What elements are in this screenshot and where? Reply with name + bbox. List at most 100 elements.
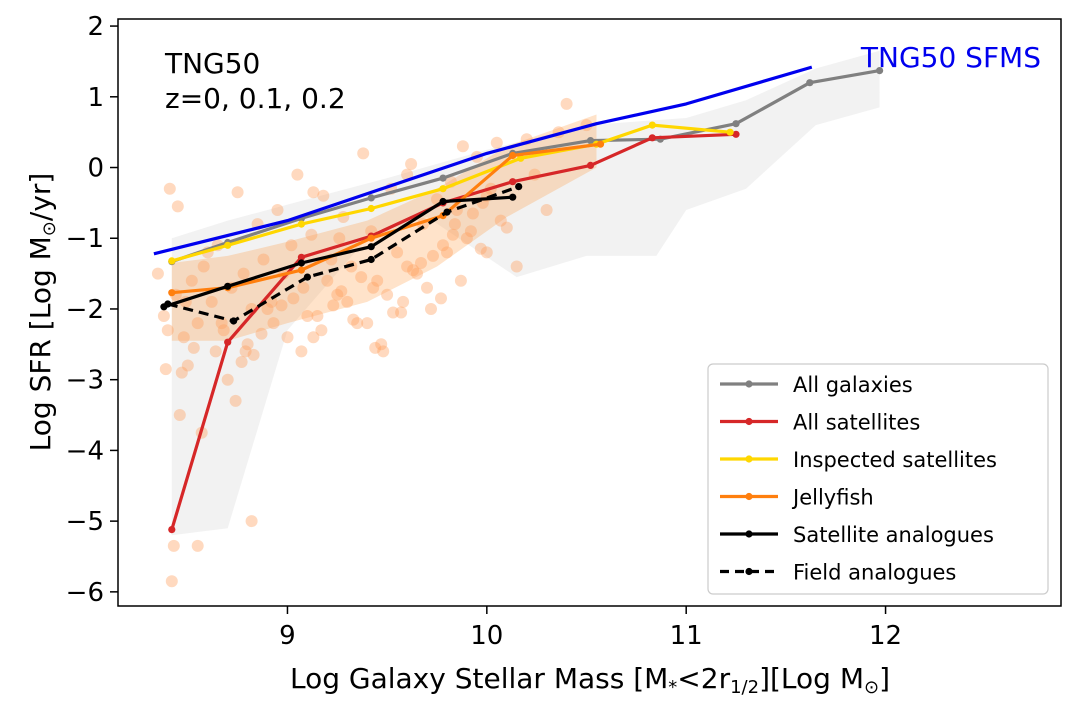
x-tick-label: 9: [279, 621, 296, 651]
jellyfish-point: [281, 331, 294, 344]
jellyfish-point: [287, 292, 300, 305]
all-galaxies-spread-band: [171, 50, 880, 536]
jellyfish-point: [333, 232, 346, 245]
jellyfish-point: [291, 168, 304, 181]
jellyfish-point: [369, 341, 382, 354]
y-tick-label: 0: [87, 154, 104, 184]
jellyfish-point: [177, 331, 190, 344]
jellyfish-point: [377, 345, 390, 358]
x-label-sub-star: *: [668, 677, 677, 698]
jellyfish-point: [355, 271, 368, 284]
legend-label: Satellite analogues: [793, 523, 994, 547]
jellyfish-point: [441, 246, 453, 259]
inspected-satellites-marker: [367, 204, 375, 213]
jellyfish-point: [191, 317, 204, 330]
jellyfish-point: [341, 295, 354, 308]
x-label-part-3: ][Log M: [759, 662, 864, 695]
field-analogues-marker: [303, 273, 311, 281]
x-label-part-1: Log Galaxy Stellar Mass [M: [290, 662, 668, 695]
jellyfish-point: [371, 274, 384, 287]
x-label-part-4: ]: [879, 662, 890, 695]
y-label-part-2: /yr]: [24, 173, 57, 221]
jellyfish-point: [217, 324, 230, 337]
jellyfish-point: [241, 338, 254, 351]
jellyfish-point: [437, 239, 449, 252]
x-label-sub-sun: ⊙: [864, 677, 879, 698]
y-tick-label: −6: [66, 578, 104, 608]
inspected-satellites-marker: [517, 154, 525, 162]
all-galaxies-marker: [806, 79, 814, 87]
legend-label: Jellyfish: [791, 486, 874, 510]
legend-label: All satellites: [793, 411, 920, 435]
jellyfish-marker: [509, 151, 517, 160]
jellyfish-point: [391, 246, 404, 259]
jellyfish-point: [466, 207, 479, 220]
all-satellites-marker: [509, 178, 517, 186]
jellyfish-point: [187, 341, 200, 354]
jellyfish-marker: [168, 289, 176, 297]
all-satellites-marker: [586, 161, 595, 169]
jellyfish-point: [367, 281, 380, 294]
jellyfish-point: [301, 310, 314, 322]
jellyfish-point: [411, 267, 423, 280]
all-galaxies-marker: [732, 120, 740, 128]
jellyfish-point: [331, 288, 344, 301]
jellyfish-point: [237, 267, 250, 280]
jellyfish-point: [421, 281, 433, 294]
legend-swatch-marker: [745, 530, 753, 538]
y-label-sub-sun: ⊙: [39, 221, 60, 236]
jellyfish-point: [311, 310, 324, 322]
jellyfish-point: [397, 295, 410, 308]
satellite-analogues-marker: [224, 282, 232, 290]
jellyfish-point: [271, 204, 284, 216]
satellite-analogues-marker: [297, 259, 305, 267]
y-axis-ticks: 2 1 0 −1 −2 −3 −4 −5 −6: [66, 12, 118, 608]
jellyfish-point: [435, 292, 447, 305]
legend: All galaxies All satellites Inspected sate…: [707, 363, 1049, 595]
all-satellites-marker: [297, 253, 305, 261]
jellyfish-point: [405, 158, 418, 170]
jellyfish-point: [307, 186, 320, 199]
y-tick-label: −2: [66, 295, 104, 325]
x-tick-label: 10: [470, 621, 503, 651]
satellite-analogues-marker: [509, 193, 517, 201]
jellyfish-point: [490, 136, 503, 149]
x-label-part-2: <2r: [677, 662, 730, 695]
jellyfish-point: [275, 299, 288, 312]
all-satellites-marker: [168, 526, 176, 534]
annotation-redshifts: z=0, 0.1, 0.2: [165, 82, 346, 115]
jellyfish-point: [315, 324, 328, 337]
jellyfish-point: [540, 204, 553, 216]
y-tick-label: −1: [66, 224, 104, 254]
jellyfish-point: [175, 366, 188, 379]
all-satellites-marker: [648, 134, 656, 142]
jellyfish-point: [474, 242, 487, 255]
jellyfish-point: [460, 232, 473, 245]
legend-swatch-marker: [745, 567, 753, 576]
inspected-satellites-marker: [224, 241, 232, 249]
x-label-sub-half: 1/2: [730, 677, 759, 698]
jellyfish-point: [173, 409, 186, 421]
jellyfish-point: [295, 345, 308, 358]
inspected-satellites-marker: [726, 128, 734, 136]
jellyfish-point: [247, 348, 260, 361]
satellite-analogues-marker: [439, 197, 447, 206]
jellyfish-point: [151, 267, 164, 280]
satellite-analogues-line: [163, 195, 513, 309]
jellyfish-point: [395, 306, 408, 319]
axes-frame: [117, 18, 1062, 607]
jellyfish-point: [327, 299, 340, 312]
y-axis-label: Log SFR [Log M⊙/yr]: [24, 173, 60, 452]
jellyfish-point: [448, 218, 461, 231]
x-tick-label: 11: [670, 621, 703, 651]
jellyfish-point: [205, 295, 218, 308]
tng50-sfms-line: [153, 65, 813, 256]
inspected-satellites-marker: [439, 185, 447, 193]
jellyfish-point: [321, 274, 334, 287]
jellyfish-point: [480, 246, 493, 259]
y-tick-label: 1: [87, 83, 104, 113]
jellyfish-point: [407, 264, 420, 277]
field-analogues-line: [167, 185, 520, 323]
jellyfish-point: [560, 97, 573, 110]
inspected-satellites-marker: [168, 257, 176, 265]
